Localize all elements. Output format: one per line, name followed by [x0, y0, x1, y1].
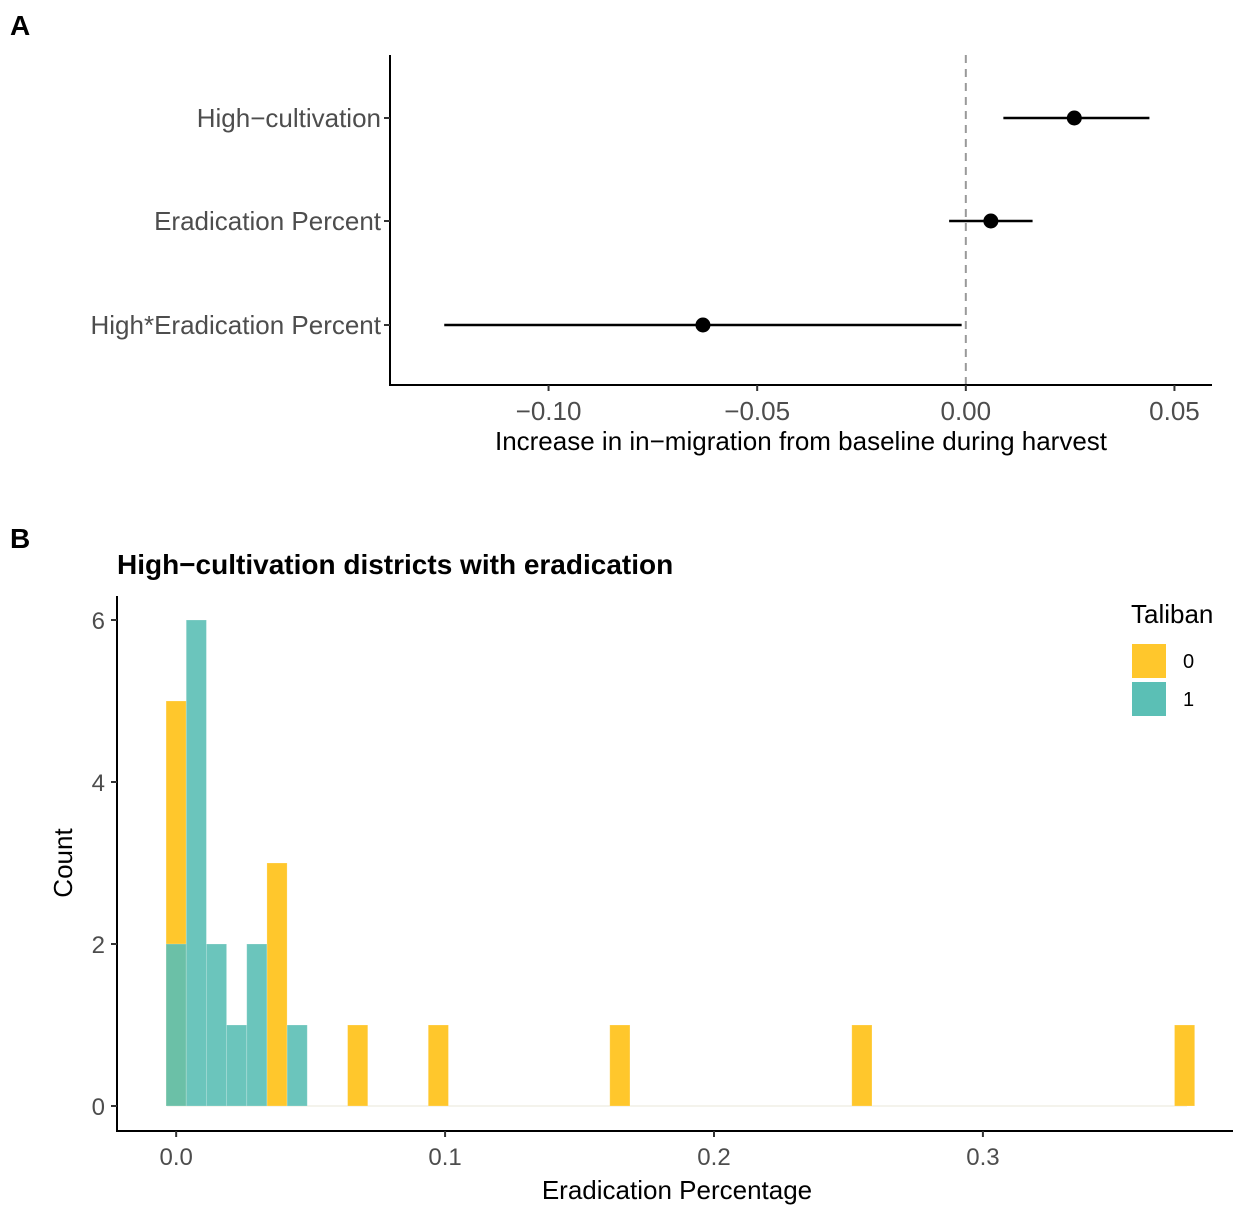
- x-tick-label: −0.10: [516, 396, 582, 426]
- histogram-bar-taliban-1: [246, 943, 268, 1107]
- panel-b-tag: B: [10, 523, 30, 554]
- y-axis-title: Count: [48, 828, 78, 898]
- point-estimate: [983, 213, 999, 229]
- plot-title: High−cultivation districts with eradicat…: [117, 549, 673, 580]
- y-tick-label: High−cultivation: [197, 103, 381, 133]
- x-tick-label: 0.1: [428, 1144, 461, 1171]
- y-tick-label: 2: [92, 932, 105, 959]
- x-tick-label: 0.00: [941, 396, 992, 426]
- histogram: 0 2 4 6 0.0 0.1 0.2 0.3 Eradication Percentage…: [48, 596, 1233, 1205]
- histogram-bar-taliban-0: [851, 1024, 873, 1107]
- histogram-bar-taliban-0: [609, 1024, 631, 1107]
- x-tick-label: 0.05: [1149, 396, 1200, 426]
- y-tick-label: High*Eradication Percent: [91, 310, 382, 340]
- y-tick-label: 0: [92, 1094, 105, 1121]
- x-tick-label: 0.0: [159, 1144, 192, 1171]
- histogram-bar-taliban-0: [1174, 1024, 1196, 1107]
- point-estimate: [695, 317, 711, 333]
- legend-title: Taliban: [1131, 599, 1213, 629]
- x-tick-label: −0.05: [724, 396, 790, 426]
- legend-label: 0: [1183, 651, 1194, 673]
- y-tick-label: Eradication Percent: [154, 206, 382, 236]
- x-axis-title: Increase in in−migration from baseline d…: [495, 426, 1108, 456]
- y-tick-label: 4: [92, 770, 105, 797]
- x-tick-label: 0.3: [966, 1144, 999, 1171]
- histogram-bar-taliban-1: [185, 619, 207, 1107]
- legend-swatch-taliban-0: [1132, 644, 1166, 678]
- histogram-bar-taliban-1: [165, 943, 187, 1107]
- legend-swatch-taliban-1: [1132, 682, 1166, 716]
- point-estimate: [1066, 110, 1082, 126]
- coefficient-plot: High−cultivation Eradication Percent High*…: [91, 55, 1212, 456]
- legend: Taliban 0 1: [1131, 599, 1213, 716]
- histogram-bar-taliban-1: [226, 1024, 248, 1107]
- x-axis-title: Eradication Percentage: [542, 1175, 812, 1205]
- histogram-bar-taliban-1: [286, 1024, 308, 1107]
- histogram-bar-taliban-0: [266, 862, 288, 1107]
- histogram-bar-taliban-0: [427, 1024, 449, 1107]
- histogram-bar-taliban-0: [347, 1024, 369, 1107]
- x-tick-label: 0.2: [697, 1144, 730, 1171]
- legend-label: 1: [1183, 689, 1194, 711]
- y-tick-label: 6: [92, 608, 105, 635]
- histogram-bar-taliban-1: [206, 943, 227, 1107]
- panel-a-tag: A: [10, 10, 30, 41]
